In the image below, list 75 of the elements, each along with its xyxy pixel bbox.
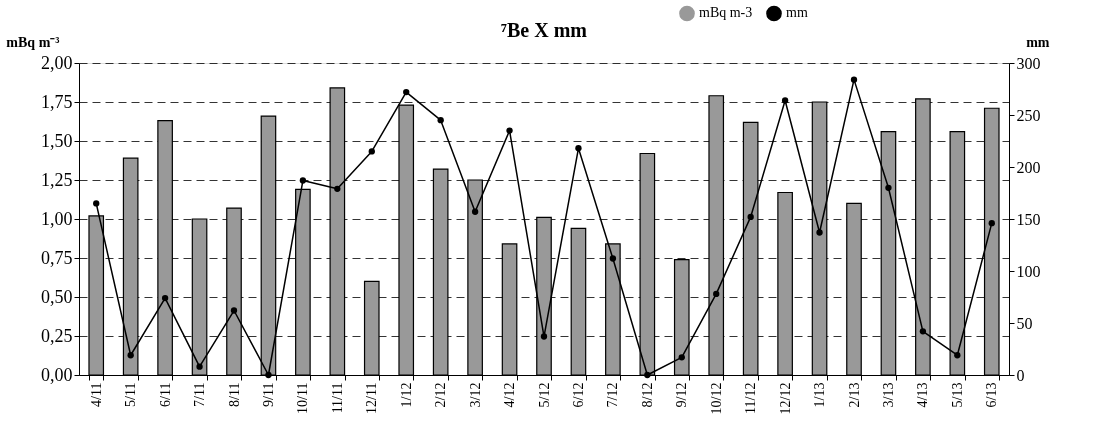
point	[954, 352, 961, 359]
point	[403, 88, 410, 96]
x-tick-label: 11/11	[329, 382, 345, 414]
point	[334, 185, 341, 192]
y2-tick-label: 100	[1016, 262, 1041, 280]
y2-axis-title: mm	[1026, 34, 1050, 50]
point	[678, 354, 685, 361]
point	[850, 76, 858, 83]
x-tick-label: 8/11	[226, 382, 242, 407]
x-tick-label: 10/11	[295, 382, 311, 414]
y-tick-label: 0,50	[41, 286, 73, 307]
point	[506, 127, 513, 134]
point	[919, 328, 927, 335]
x-tick-label: 5/12	[536, 382, 552, 408]
x-tick-label: 4/11	[88, 382, 104, 407]
y2-tick-label: 0	[1016, 366, 1025, 384]
point	[299, 177, 307, 184]
x-tick-label: 6/13	[984, 382, 1000, 408]
x-tick-label: 10/12	[708, 382, 724, 415]
point	[161, 294, 169, 302]
x-tick-label: 9/11	[260, 382, 276, 407]
point	[885, 184, 892, 191]
point	[988, 220, 995, 227]
y2-tick-label: 200	[1016, 158, 1041, 176]
point	[575, 145, 582, 152]
x-tick-label: 1/12	[398, 382, 414, 408]
x-tick-label: 2/12	[433, 382, 449, 408]
point	[93, 200, 100, 207]
y2-tick-label: 50	[1016, 314, 1033, 332]
point	[644, 371, 651, 379]
y2-tick-label: 300	[1016, 54, 1041, 72]
chart-title: ⁷Be X mm	[501, 19, 588, 41]
point	[127, 352, 134, 359]
x-tick-label: 11/12	[743, 382, 759, 414]
x-tick-label: 4/13	[915, 382, 931, 408]
point	[265, 371, 272, 379]
point	[230, 307, 238, 314]
x-tick-label: 1/13	[812, 382, 828, 408]
point	[781, 97, 789, 104]
x-tick-label: 4/12	[502, 382, 518, 408]
point	[540, 333, 548, 340]
x-tick-label: 12/12	[777, 382, 793, 415]
x-tick-label: 6/11	[157, 382, 173, 407]
point	[437, 117, 444, 124]
x-tick-label: 5/13	[949, 382, 965, 408]
point	[713, 290, 720, 298]
y-tick-label: 0,75	[41, 247, 73, 268]
y-tick-label: 1,00	[41, 208, 73, 229]
x-tick-label: 9/12	[674, 382, 690, 408]
y-tick-label: 1,75	[41, 91, 73, 112]
x-tick-label: 8/12	[639, 382, 655, 408]
y-tick-label: 1,25	[41, 169, 73, 190]
point	[816, 229, 823, 236]
point	[368, 148, 375, 155]
x-tick-label: 12/11	[364, 382, 380, 414]
point	[471, 208, 479, 215]
x-tick-label: 7/11	[192, 382, 208, 407]
legend-label: mBq m-3	[699, 5, 753, 21]
x-tick-label: 7/12	[605, 382, 621, 408]
y2-tick-label: 150	[1016, 210, 1041, 228]
x-tick-label: 5/11	[123, 382, 139, 407]
y-tick-label: 0,25	[41, 325, 73, 346]
x-tick-label: 3/13	[880, 382, 896, 408]
legend-label: mm	[786, 5, 808, 21]
point	[609, 255, 617, 262]
y-tick-label: 0,00	[41, 364, 73, 385]
point	[196, 363, 203, 370]
point	[747, 213, 754, 221]
x-tick-label: 3/12	[467, 382, 483, 408]
y-tick-label: 1,50	[41, 130, 73, 151]
y-axis-title: mBq m⁻³	[6, 34, 60, 50]
y2-tick-label: 250	[1016, 106, 1041, 124]
y-tick-label: 2,00	[41, 52, 73, 73]
x-tick-label: 6/12	[570, 382, 586, 408]
x-tick-label: 2/13	[846, 382, 862, 408]
